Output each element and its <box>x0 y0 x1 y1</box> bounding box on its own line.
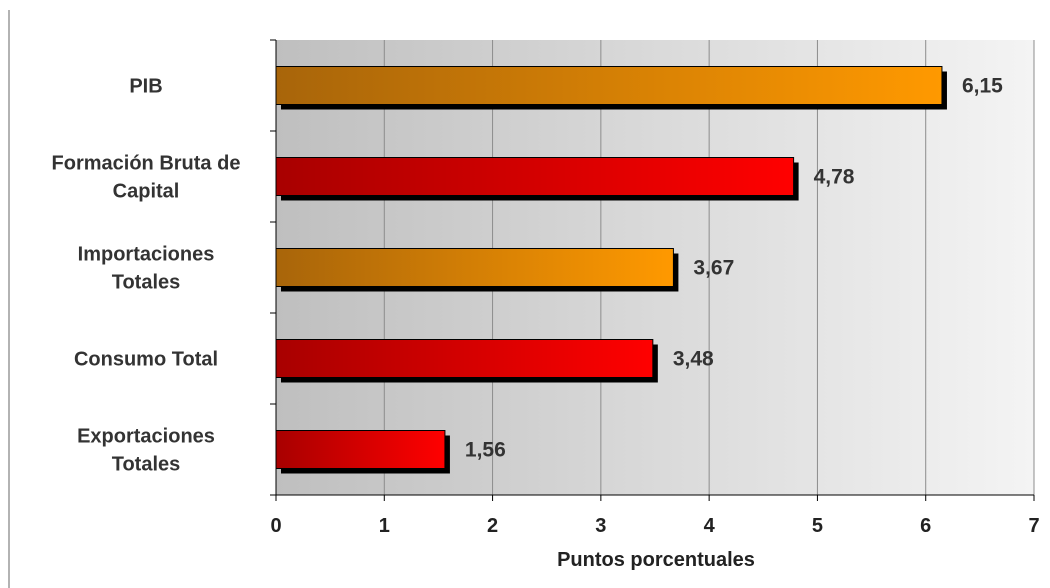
category-label: Totales <box>112 454 181 476</box>
x-tick-label: 0 <box>270 515 281 537</box>
category-label: Exportaciones <box>77 426 215 448</box>
x-tick-label: 3 <box>595 515 606 537</box>
category-label: Capital <box>113 181 180 203</box>
bar <box>275 430 446 469</box>
x-tick-label: 4 <box>704 515 716 537</box>
category-label: Formación Bruta de <box>52 153 241 175</box>
category-label: PIB <box>129 76 162 98</box>
data-label: 3,48 <box>673 348 714 371</box>
x-tick-label: 5 <box>812 515 823 537</box>
category-label: Consumo Total <box>74 349 218 371</box>
x-tick-label: 2 <box>487 515 498 537</box>
bar <box>275 248 674 287</box>
bars <box>275 66 947 474</box>
data-label: 3,67 <box>693 257 734 280</box>
data-label: 4,78 <box>814 166 855 189</box>
x-tick-label: 7 <box>1028 515 1039 537</box>
bar <box>275 339 654 378</box>
labels: 6,15 PIB 4,78 Formación Bruta de Capital 3,67… <box>52 75 1040 538</box>
bar <box>275 66 943 105</box>
bar <box>275 157 795 196</box>
category-label: Importaciones <box>78 244 215 266</box>
data-label: 6,15 <box>962 75 1003 98</box>
x-tick-label: 6 <box>920 515 931 537</box>
category-label: Totales <box>112 272 181 294</box>
x-tick-label: 1 <box>379 515 390 537</box>
axes <box>270 39 1035 501</box>
x-axis-title: Puntos porcentuales <box>557 549 755 571</box>
data-label: 1,56 <box>465 439 506 462</box>
